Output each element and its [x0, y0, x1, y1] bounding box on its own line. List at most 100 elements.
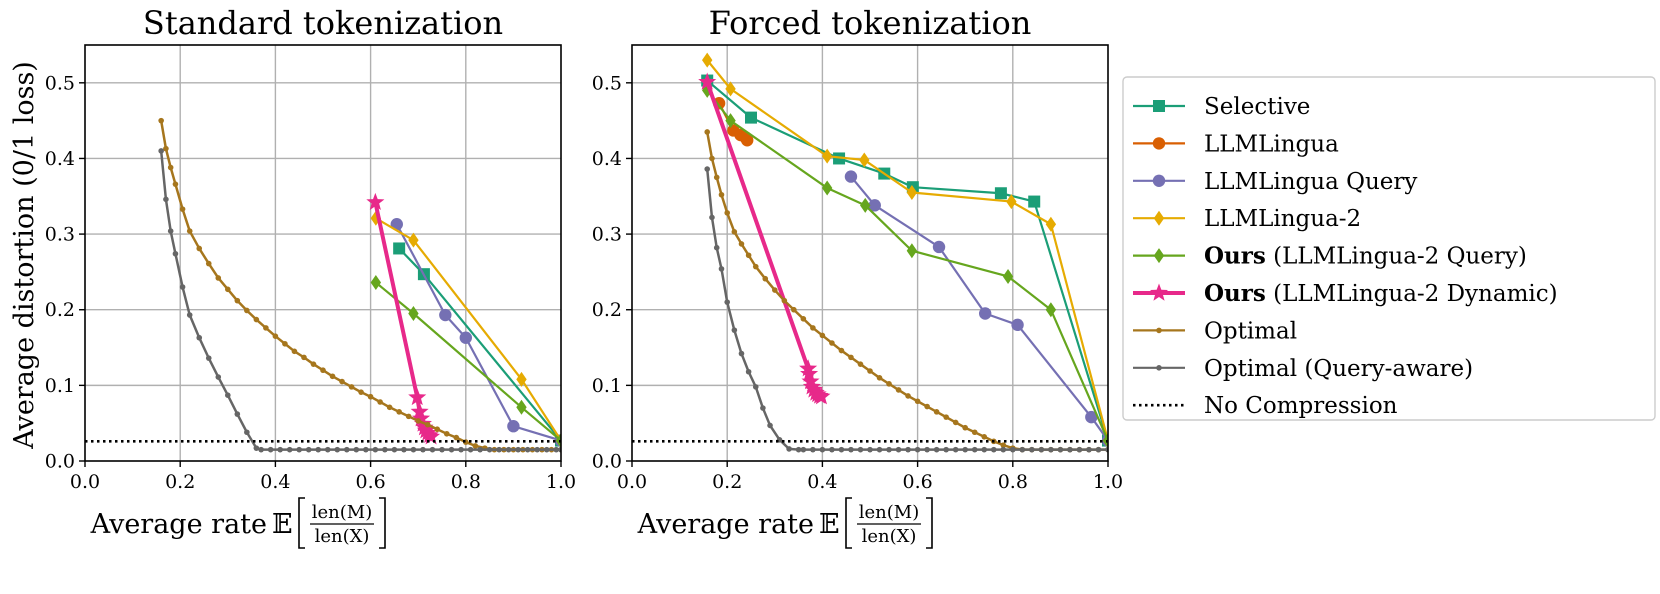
data-point-optimal-query-aware: [410, 446, 417, 453]
data-point-ours-llmlingua-2-query: [370, 274, 382, 290]
legend-label-rest: LLMLingua-2: [1204, 206, 1361, 232]
chart-title: Forced tokenization: [709, 4, 1032, 42]
data-point-optimal: [895, 387, 902, 393]
data-point-optimal: [781, 297, 788, 304]
x-axis-label-expectation: 𝔼: [819, 509, 840, 540]
legend-label-rest: (LLMLingua-2 Query): [1266, 244, 1527, 270]
data-point-optimal-query-aware: [196, 334, 203, 341]
x-axis-label-expectation: 𝔼: [272, 509, 293, 540]
data-point-optimal: [234, 297, 241, 304]
data-point-optimal: [962, 424, 968, 431]
data-point-optimal-query-aware: [1000, 446, 1007, 453]
data-point-optimal-query-aware: [258, 446, 264, 453]
data-point-optimal: [1000, 442, 1007, 448]
legend-label-rest: LLMLingua Query: [1204, 169, 1417, 195]
data-point-ours-llmlingua-2-dynamic: [412, 409, 431, 427]
x-tick-label: 0.8: [998, 471, 1028, 493]
data-point-optimal-query-aware: [990, 446, 997, 453]
data-point-optimal-query-aware: [810, 446, 816, 453]
data-point-optimal-query-aware: [305, 446, 312, 453]
legend-marker: [1149, 283, 1169, 301]
data-point-optimal-query-aware: [382, 446, 388, 453]
panel-forced-tokenization: 0.0 0.2 0.4 0.6 0.8 1.0 0.0 0.1 0.2 0.3 0.4 0.5 Forc…: [592, 4, 1123, 549]
legend-marker: [1152, 137, 1166, 150]
data-point-optimal-query-aware: [172, 250, 179, 257]
data-point-optimal-query-aware: [534, 446, 540, 453]
legend-entry: Ours (LLMLingua-2 Query): [1133, 243, 1527, 270]
x-axis-label-text: Average rate: [90, 509, 267, 540]
bracket-right: [379, 497, 386, 549]
y-tick-label: 0.2: [45, 299, 75, 321]
data-point-optimal: [933, 409, 940, 415]
data-point-optimal: [158, 117, 164, 124]
legend-label: LLMLingua-2: [1204, 206, 1361, 232]
data-point-optimal: [386, 404, 393, 411]
data-point-ours-llmlingua-2-query: [1002, 268, 1014, 284]
data-point-optimal-query-aware: [1095, 446, 1102, 453]
bracket-right: [926, 497, 933, 549]
data-point-llmlingua-2: [906, 184, 918, 200]
data-point-optimal: [810, 325, 816, 331]
bracket-left: [845, 497, 852, 549]
y-tick-label: 0.4: [45, 148, 75, 170]
legend-marker: [1153, 100, 1165, 112]
y-axis-label: Average distortion (0/1 loss): [9, 61, 40, 450]
data-point-optimal: [772, 287, 778, 293]
data-point-optimal-query-aware: [324, 446, 331, 453]
x-tick-label: 1.0: [546, 471, 576, 493]
fraction-denominator: len(X): [862, 526, 917, 547]
series-line-optimal-query-aware: [159, 149, 561, 451]
data-point-optimal: [367, 393, 374, 400]
data-point-optimal: [263, 325, 269, 331]
y-tick-label: 0.0: [592, 451, 622, 473]
data-point-ours-llmlingua-2-dynamic: [410, 402, 429, 420]
data-point-ours-llmlingua-2-query: [725, 113, 736, 129]
data-point-optimal-query-aware: [933, 446, 940, 453]
data-point-optimal-query-aware: [458, 446, 464, 453]
data-point-optimal: [886, 381, 892, 387]
panel-standard-tokenization: 0.0 0.2 0.4 0.6 0.8 1.0 0.0 0.1 0.2 0.3 0.4 0.5 Stan…: [9, 4, 576, 549]
legend-entry: No Compression: [1133, 393, 1398, 419]
data-point-optimal: [745, 252, 752, 259]
series-line-optimal: [705, 130, 1108, 451]
data-point-ours-llmlingua-2-dynamic: [812, 387, 831, 405]
data-point-optimal-query-aware: [886, 446, 892, 453]
data-point-optimal-query-aware: [713, 244, 720, 251]
data-point-optimal: [905, 393, 911, 399]
data-point-optimal-query-aware: [205, 355, 212, 361]
data-point-optimal: [848, 354, 854, 361]
data-point-optimal-query-aware: [1057, 446, 1064, 453]
data-point-optimal-query-aware: [253, 445, 260, 451]
data-point-optimal-query-aware: [876, 446, 883, 453]
data-point-optimal: [731, 229, 738, 235]
data-point-optimal-query-aware: [857, 446, 864, 453]
data-point-optimal: [225, 286, 231, 293]
series-line-llmlingua-2: [706, 59, 1108, 442]
series-line-llmlingua-2: [374, 217, 561, 442]
legend-label-bold: Ours: [1204, 243, 1266, 270]
data-point-optimal: [738, 241, 745, 247]
y-tick-label: 0.4: [592, 148, 622, 170]
data-point-optimal: [762, 275, 769, 282]
legend-marker: [1156, 327, 1162, 334]
data-point-llmlingua-query: [1085, 410, 1098, 424]
legend-label: LLMLingua: [1204, 131, 1339, 157]
legend-frame: [1122, 76, 1656, 421]
data-point-optimal-query-aware: [971, 446, 978, 453]
data-point-optimal: [724, 210, 730, 216]
data-point-llmlingua-query: [868, 199, 881, 212]
series-group: [632, 52, 1108, 453]
data-point-llmlingua-query: [844, 170, 858, 183]
x-tick-label: 0.8: [451, 471, 481, 493]
legend-marker: [1152, 174, 1166, 187]
x-tick-label: 0.0: [70, 471, 100, 493]
legend-entry: Optimal: [1133, 318, 1297, 344]
data-point-llmlingua-2: [821, 148, 833, 164]
data-point-optimal-query-aware: [334, 446, 341, 453]
data-point-optimal-query-aware: [186, 312, 193, 318]
data-point-optimal: [358, 389, 364, 395]
x-tick-label: 0.6: [355, 471, 385, 493]
data-point-selective: [393, 242, 406, 255]
data-point-optimal: [752, 263, 759, 270]
